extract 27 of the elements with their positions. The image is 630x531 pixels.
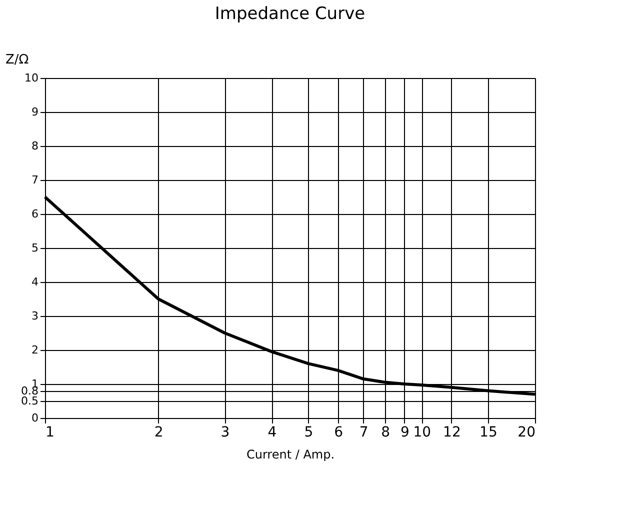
y-tick-label: 10 — [24, 72, 38, 84]
y-tick-label: 5 — [32, 242, 38, 254]
y-tick-label: 8 — [32, 140, 38, 152]
y-tick-label: 3 — [32, 310, 38, 322]
y-tick-label: 4 — [32, 276, 38, 288]
x-tick-label: 20 — [518, 424, 536, 440]
x-tick-label: 8 — [381, 424, 390, 440]
x-tick-label: 7 — [359, 424, 368, 440]
x-tick-label: 15 — [480, 424, 498, 440]
y-tick-label: 2 — [32, 344, 38, 356]
y-tick-label: 9 — [32, 106, 38, 118]
x-tick-label: 5 — [304, 424, 314, 440]
x-tick-label: 2 — [154, 424, 164, 440]
x-tick-label: 3 — [220, 424, 230, 440]
x-tick-label: 4 — [268, 424, 277, 440]
y-tick-label: 0 — [32, 412, 38, 424]
y-tick-label: 0.5 — [21, 394, 38, 408]
y-axis-title: Z/Ω — [6, 52, 29, 68]
x-tick-label: 9 — [400, 424, 410, 440]
y-tick-label: 6 — [32, 208, 38, 220]
x-tick-label: 10 — [413, 424, 432, 440]
x-tick-label: 12 — [443, 424, 461, 440]
y-tick-label: 7 — [32, 174, 38, 186]
x-axis-title: Current / Amp. — [246, 448, 335, 462]
chart-title: Impedance Curve — [214, 4, 366, 24]
x-tick-label: 1 — [46, 424, 54, 440]
x-tick-label: 6 — [334, 424, 344, 440]
